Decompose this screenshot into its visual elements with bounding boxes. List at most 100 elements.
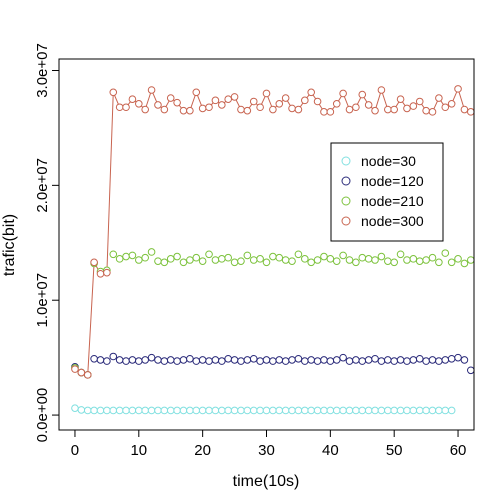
data-point-series-2 bbox=[147, 248, 156, 256]
data-point-series-2 bbox=[313, 256, 322, 264]
x-tick-label: 20 bbox=[194, 442, 211, 459]
data-point-series-3 bbox=[77, 368, 86, 377]
data-point-series-1 bbox=[345, 357, 354, 365]
data-point-series-1 bbox=[154, 356, 162, 364]
data-point-series-2 bbox=[428, 253, 437, 262]
data-point-series-0 bbox=[135, 406, 143, 415]
data-point-series-0 bbox=[294, 406, 303, 415]
data-point-series-0 bbox=[422, 406, 430, 415]
data-point-series-2 bbox=[166, 255, 175, 263]
data-point-series-0 bbox=[364, 406, 373, 415]
data-point-series-3 bbox=[154, 101, 162, 109]
legend-marker bbox=[341, 216, 351, 226]
legend-label: node=120 bbox=[361, 173, 424, 189]
data-point-series-3 bbox=[71, 365, 79, 373]
data-point-series-3 bbox=[422, 106, 430, 115]
data-point-series-1 bbox=[301, 357, 309, 365]
data-point-series-3 bbox=[415, 97, 424, 106]
data-point-series-1 bbox=[409, 356, 418, 364]
data-point-series-2 bbox=[281, 256, 290, 264]
data-point-series-2 bbox=[320, 252, 328, 261]
legend-label: node=30 bbox=[361, 153, 416, 169]
data-point-series-0 bbox=[396, 406, 405, 415]
data-point-series-1 bbox=[371, 354, 379, 363]
data-point-series-1 bbox=[224, 354, 232, 363]
data-point-series-3 bbox=[313, 97, 322, 106]
legend-marker bbox=[341, 156, 351, 166]
data-point-series-2 bbox=[269, 252, 277, 261]
data-point-series-1 bbox=[243, 356, 252, 364]
data-point-series-3 bbox=[109, 88, 118, 97]
data-point-series-0 bbox=[339, 406, 347, 415]
data-point-series-0 bbox=[179, 406, 188, 415]
y-tick-label: 1.0e+07 bbox=[34, 273, 51, 328]
data-point-series-0 bbox=[275, 406, 284, 415]
data-point-series-3 bbox=[103, 268, 111, 277]
data-point-series-3 bbox=[211, 96, 220, 105]
data-point-series-2 bbox=[447, 258, 456, 267]
data-point-series-1 bbox=[454, 353, 462, 362]
data-point-series-2 bbox=[179, 258, 188, 267]
data-point-series-0 bbox=[243, 406, 252, 415]
data-point-series-3 bbox=[186, 106, 194, 115]
data-point-series-0 bbox=[377, 406, 386, 415]
data-point-series-3 bbox=[96, 269, 105, 278]
data-point-series-3 bbox=[147, 86, 156, 94]
data-point-series-0 bbox=[409, 406, 418, 415]
data-point-series-3 bbox=[256, 103, 264, 112]
data-point-series-0 bbox=[352, 406, 360, 415]
data-point-series-0 bbox=[262, 406, 271, 415]
data-point-series-0 bbox=[154, 406, 162, 415]
data-point-series-3 bbox=[192, 88, 201, 97]
data-point-series-1 bbox=[307, 356, 315, 364]
data-point-series-0 bbox=[313, 406, 322, 415]
legend-label: node=210 bbox=[361, 193, 424, 209]
data-point-series-0 bbox=[109, 406, 118, 415]
data-point-series-1 bbox=[460, 356, 469, 364]
data-point-series-0 bbox=[186, 406, 194, 415]
data-point-series-2 bbox=[122, 252, 130, 261]
data-point-series-0 bbox=[211, 406, 220, 415]
data-point-series-0 bbox=[141, 406, 149, 415]
data-point-series-1 bbox=[384, 356, 392, 364]
x-tick-label: 10 bbox=[130, 442, 147, 459]
data-point-series-0 bbox=[415, 406, 424, 415]
data-point-series-2 bbox=[345, 256, 354, 264]
data-point-series-1 bbox=[103, 357, 111, 365]
data-point-series-1 bbox=[135, 357, 143, 365]
data-point-series-2 bbox=[467, 256, 475, 264]
data-point-series-3 bbox=[320, 108, 328, 116]
data-point-series-2 bbox=[409, 255, 418, 263]
x-tick-label: 50 bbox=[386, 442, 403, 459]
data-point-series-2 bbox=[211, 256, 220, 264]
data-point-series-3 bbox=[141, 105, 149, 114]
data-point-series-3 bbox=[166, 94, 175, 102]
data-point-series-0 bbox=[96, 406, 105, 415]
data-point-series-1 bbox=[275, 356, 284, 364]
data-point-series-2 bbox=[173, 252, 181, 261]
data-point-series-2 bbox=[460, 259, 469, 268]
data-point-series-1 bbox=[422, 357, 430, 365]
data-point-series-0 bbox=[166, 406, 175, 415]
data-point-series-0 bbox=[192, 406, 201, 415]
data-point-series-0 bbox=[237, 406, 245, 415]
data-point-series-2 bbox=[192, 253, 201, 262]
data-point-series-2 bbox=[186, 256, 194, 264]
legend-marker bbox=[341, 196, 351, 206]
data-point-series-1 bbox=[141, 356, 149, 364]
data-point-series-2 bbox=[371, 256, 379, 264]
data-point-series-3 bbox=[364, 101, 373, 109]
data-point-series-1 bbox=[173, 357, 181, 365]
data-point-series-3 bbox=[345, 105, 354, 114]
data-point-series-1 bbox=[166, 356, 175, 364]
data-point-series-1 bbox=[192, 357, 201, 365]
data-point-series-2 bbox=[352, 258, 360, 267]
data-point-series-3 bbox=[288, 104, 296, 113]
data-point-series-3 bbox=[377, 86, 386, 94]
x-axis-label: time(10s) bbox=[233, 473, 300, 490]
data-point-series-1 bbox=[364, 356, 373, 364]
data-point-series-1 bbox=[115, 356, 124, 364]
data-point-series-1 bbox=[447, 354, 456, 363]
y-axis: 0.0e+00 1.0e+07 2.0e+07 3.0e+07 bbox=[34, 43, 60, 442]
data-point-series-0 bbox=[332, 406, 341, 415]
